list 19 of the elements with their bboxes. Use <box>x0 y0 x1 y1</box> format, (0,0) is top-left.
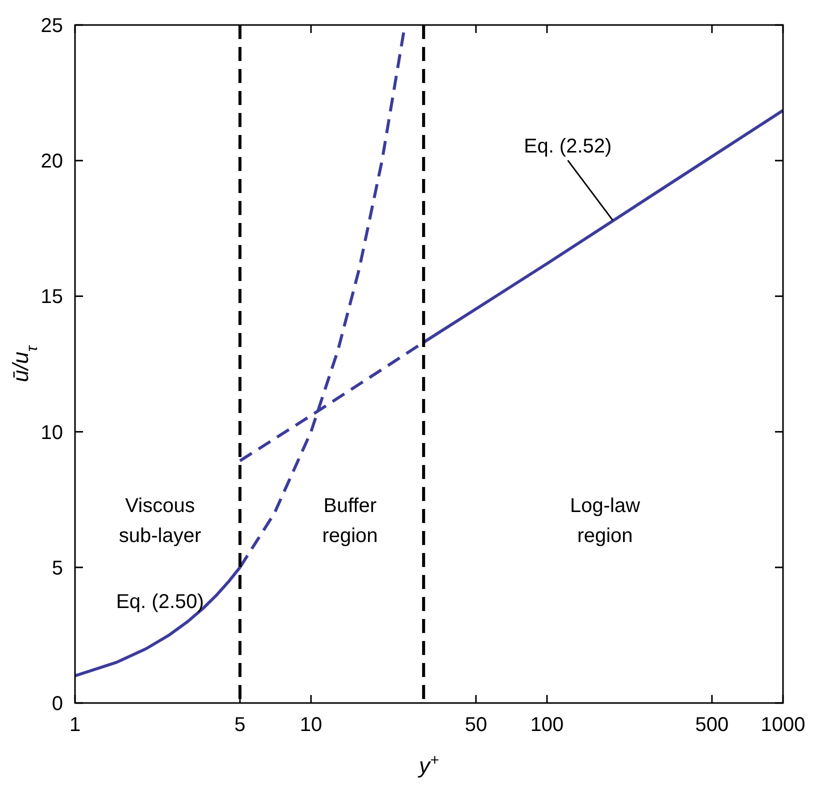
x-tick-label: 500 <box>695 714 729 736</box>
x-axis-title: y$^{+}$ <box>417 752 439 778</box>
y-tick-label: 20 <box>40 150 63 173</box>
x-tick-label: 100 <box>530 714 564 736</box>
y-tick-label: 5 <box>52 557 63 580</box>
y-tick-label: 25 <box>40 15 63 37</box>
annotation: Viscous sub-layer <box>118 495 202 547</box>
annotation: Eq. (2.50) <box>116 591 204 613</box>
x-tick-label: 10 <box>300 714 322 736</box>
y-tick-label: 15 <box>40 286 63 308</box>
y-tick-label: 10 <box>40 422 63 444</box>
annotation: Log-law region <box>570 495 641 547</box>
x-tick-label: 1 <box>69 714 81 736</box>
x-tick-label: 50 <box>464 714 488 736</box>
annotation: Eq. (2.52) <box>524 135 612 158</box>
x-tick-label: 1000 <box>760 714 806 736</box>
y-tick-label: 0 <box>52 693 63 715</box>
annotation: Buffer region <box>322 495 378 547</box>
x-tick-label: 5 <box>234 714 246 736</box>
